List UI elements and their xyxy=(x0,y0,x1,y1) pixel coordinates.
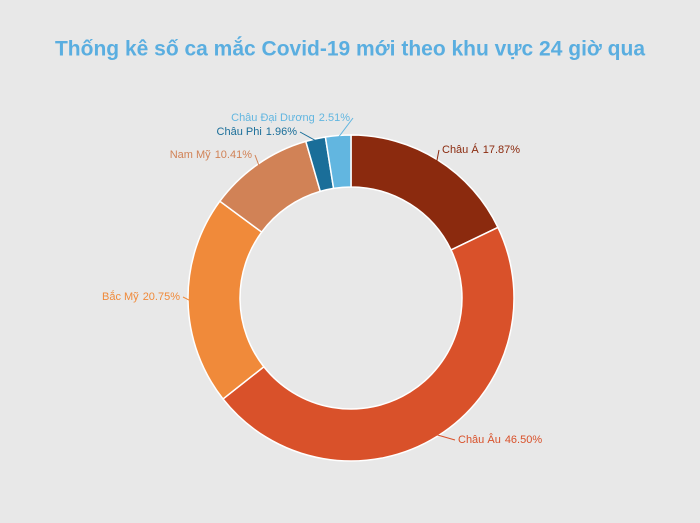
leader-line xyxy=(254,154,260,167)
leader-line xyxy=(337,117,354,138)
slice-value: 17.87% xyxy=(483,144,521,156)
slice-value: 46.50% xyxy=(505,434,543,446)
slice-label: Bắc Mỹ 20.75% xyxy=(102,290,180,303)
slice-value: 20.75% xyxy=(143,291,181,303)
slice-label: Châu Đại Dương 2.51% xyxy=(231,112,350,124)
slice-category: Nam Mỹ xyxy=(170,149,211,161)
slice-label: Châu Phi 1.96% xyxy=(217,126,298,138)
slice-category: Châu Đại Dương xyxy=(231,112,315,124)
slice-value: 1.96% xyxy=(266,126,297,138)
slice-label: Châu Âu 46.50% xyxy=(458,433,542,446)
leader-line xyxy=(182,296,191,302)
slice-value: 2.51% xyxy=(319,112,350,124)
donut-segment xyxy=(221,226,515,462)
slice-category: Châu Á xyxy=(442,143,479,156)
leader-line xyxy=(436,149,440,162)
chart-title: Thống kê số ca mắc Covid-19 mới theo khu… xyxy=(55,37,645,61)
leader-line xyxy=(436,434,456,441)
slice-category: Châu Phi xyxy=(217,126,262,138)
slice-category: Châu Âu xyxy=(458,433,501,446)
donut-segment xyxy=(324,134,352,190)
slice-label: Nam Mỹ 10.41% xyxy=(170,149,252,161)
slice-category: Bắc Mỹ xyxy=(102,290,139,303)
slice-label: Châu Á 17.87% xyxy=(442,143,520,156)
leader-line xyxy=(299,131,317,142)
slice-value: 10.41% xyxy=(215,149,253,161)
